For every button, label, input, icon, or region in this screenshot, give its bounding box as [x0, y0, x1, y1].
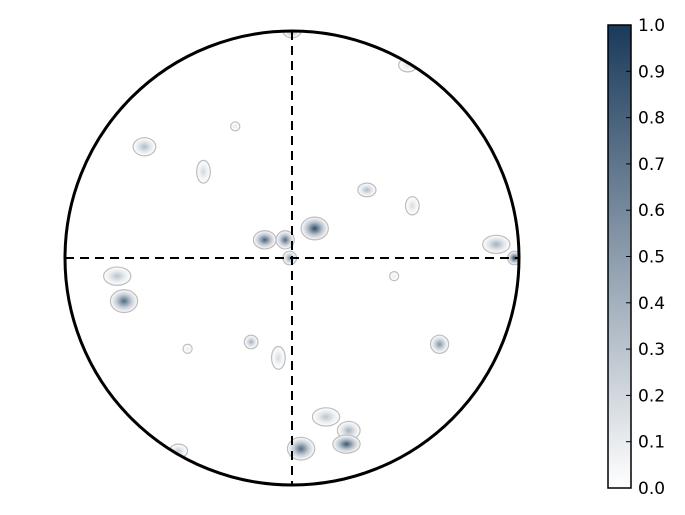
- density-blob: [270, 345, 286, 370]
- density-blob: [482, 234, 511, 255]
- density-blob: [389, 271, 400, 282]
- colorbar: 0.0 0.1 0.2 0.3 0.4 0.5 0.6 0.7 0.8 0.9 1.0: [607, 16, 665, 499]
- density-blob: [252, 230, 277, 250]
- density-blob: [132, 137, 157, 157]
- density-blob: [196, 159, 211, 184]
- density-blob: [182, 343, 193, 354]
- density-blob: [357, 182, 377, 198]
- colorbar-tick-label: 0.6: [638, 201, 665, 221]
- density-blob: [286, 436, 316, 461]
- colorbar-tick-label: 0.9: [638, 62, 665, 82]
- density-blob: [300, 216, 329, 241]
- plot-area: [63, 29, 521, 487]
- colorbar-tick-label: 0.4: [638, 294, 665, 314]
- density-blob: [429, 334, 450, 354]
- colorbar-tick-label: 0.3: [638, 340, 665, 360]
- colorbar-tick-label: 0.8: [638, 109, 665, 129]
- density-blob: [332, 434, 361, 454]
- colorbar-tick-label: 0.2: [638, 386, 665, 406]
- colorbar-tick-label: 1.0: [638, 16, 665, 36]
- colorbar-ticks: 0.0 0.1 0.2 0.3 0.4 0.5 0.6 0.7 0.8 0.9 1.0: [626, 16, 665, 499]
- density-blob: [102, 266, 132, 286]
- colorbar-tick-label: 0.7: [638, 155, 665, 175]
- density-blobs: [102, 31, 519, 461]
- colorbar-tick-label: 0.5: [638, 248, 665, 268]
- density-blob: [404, 196, 420, 216]
- boundary-circle: [63, 29, 521, 487]
- colorbar-tick-label: 0.0: [638, 479, 665, 499]
- colorbar-tick-label: 0.1: [638, 433, 665, 453]
- density-blob: [230, 121, 241, 132]
- density-blob: [243, 334, 259, 350]
- density-blob: [275, 230, 295, 250]
- density-blob: [311, 407, 341, 427]
- density-blob: [109, 289, 139, 314]
